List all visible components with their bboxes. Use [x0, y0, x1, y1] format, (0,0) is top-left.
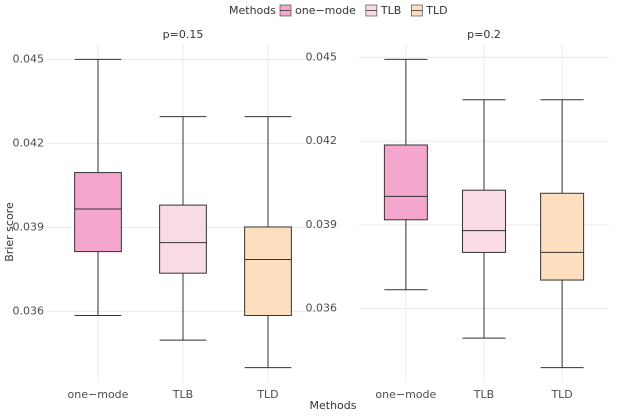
box: [462, 189, 506, 253]
legend-label: TLD: [425, 4, 447, 17]
x-tick-label: TLD: [550, 388, 572, 401]
y-tick-label: 0.045: [306, 50, 338, 63]
x-axis-title: Methods: [310, 399, 357, 412]
legend-title: Methods: [229, 4, 276, 17]
y-tick-label: 0.042: [13, 136, 45, 149]
x-tick-label: one−mode: [375, 388, 436, 401]
legend-label: one−mode: [295, 4, 356, 17]
x-tick-label: TLB: [473, 388, 494, 401]
panel-title: p=0.2: [467, 28, 501, 41]
x-tick-label: one−mode: [68, 388, 129, 401]
y-axis-title: Brier score: [3, 202, 16, 262]
y-tick-label: 0.039: [13, 221, 45, 234]
box: [383, 144, 428, 221]
box: [540, 192, 585, 281]
panel-title: p=0.15: [163, 28, 204, 41]
y-tick-label: 0.045: [13, 52, 45, 65]
y-tick-label: 0.039: [306, 218, 338, 231]
x-tick-label: TLB: [172, 388, 193, 401]
y-tick-label: 0.036: [13, 305, 45, 318]
box: [159, 204, 207, 274]
x-tick-label: TLD: [256, 388, 278, 401]
box: [74, 172, 122, 253]
y-tick-label: 0.036: [306, 302, 338, 315]
y-tick-label: 0.042: [306, 134, 338, 147]
legend-label: TLB: [380, 4, 401, 17]
box: [244, 226, 292, 316]
